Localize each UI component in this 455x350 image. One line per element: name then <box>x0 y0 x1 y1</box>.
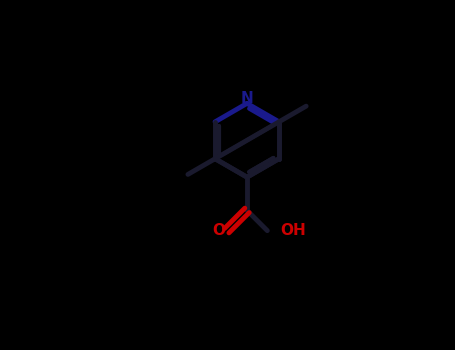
Text: N: N <box>241 91 253 106</box>
Text: OH: OH <box>280 223 306 238</box>
Text: O: O <box>212 223 225 238</box>
